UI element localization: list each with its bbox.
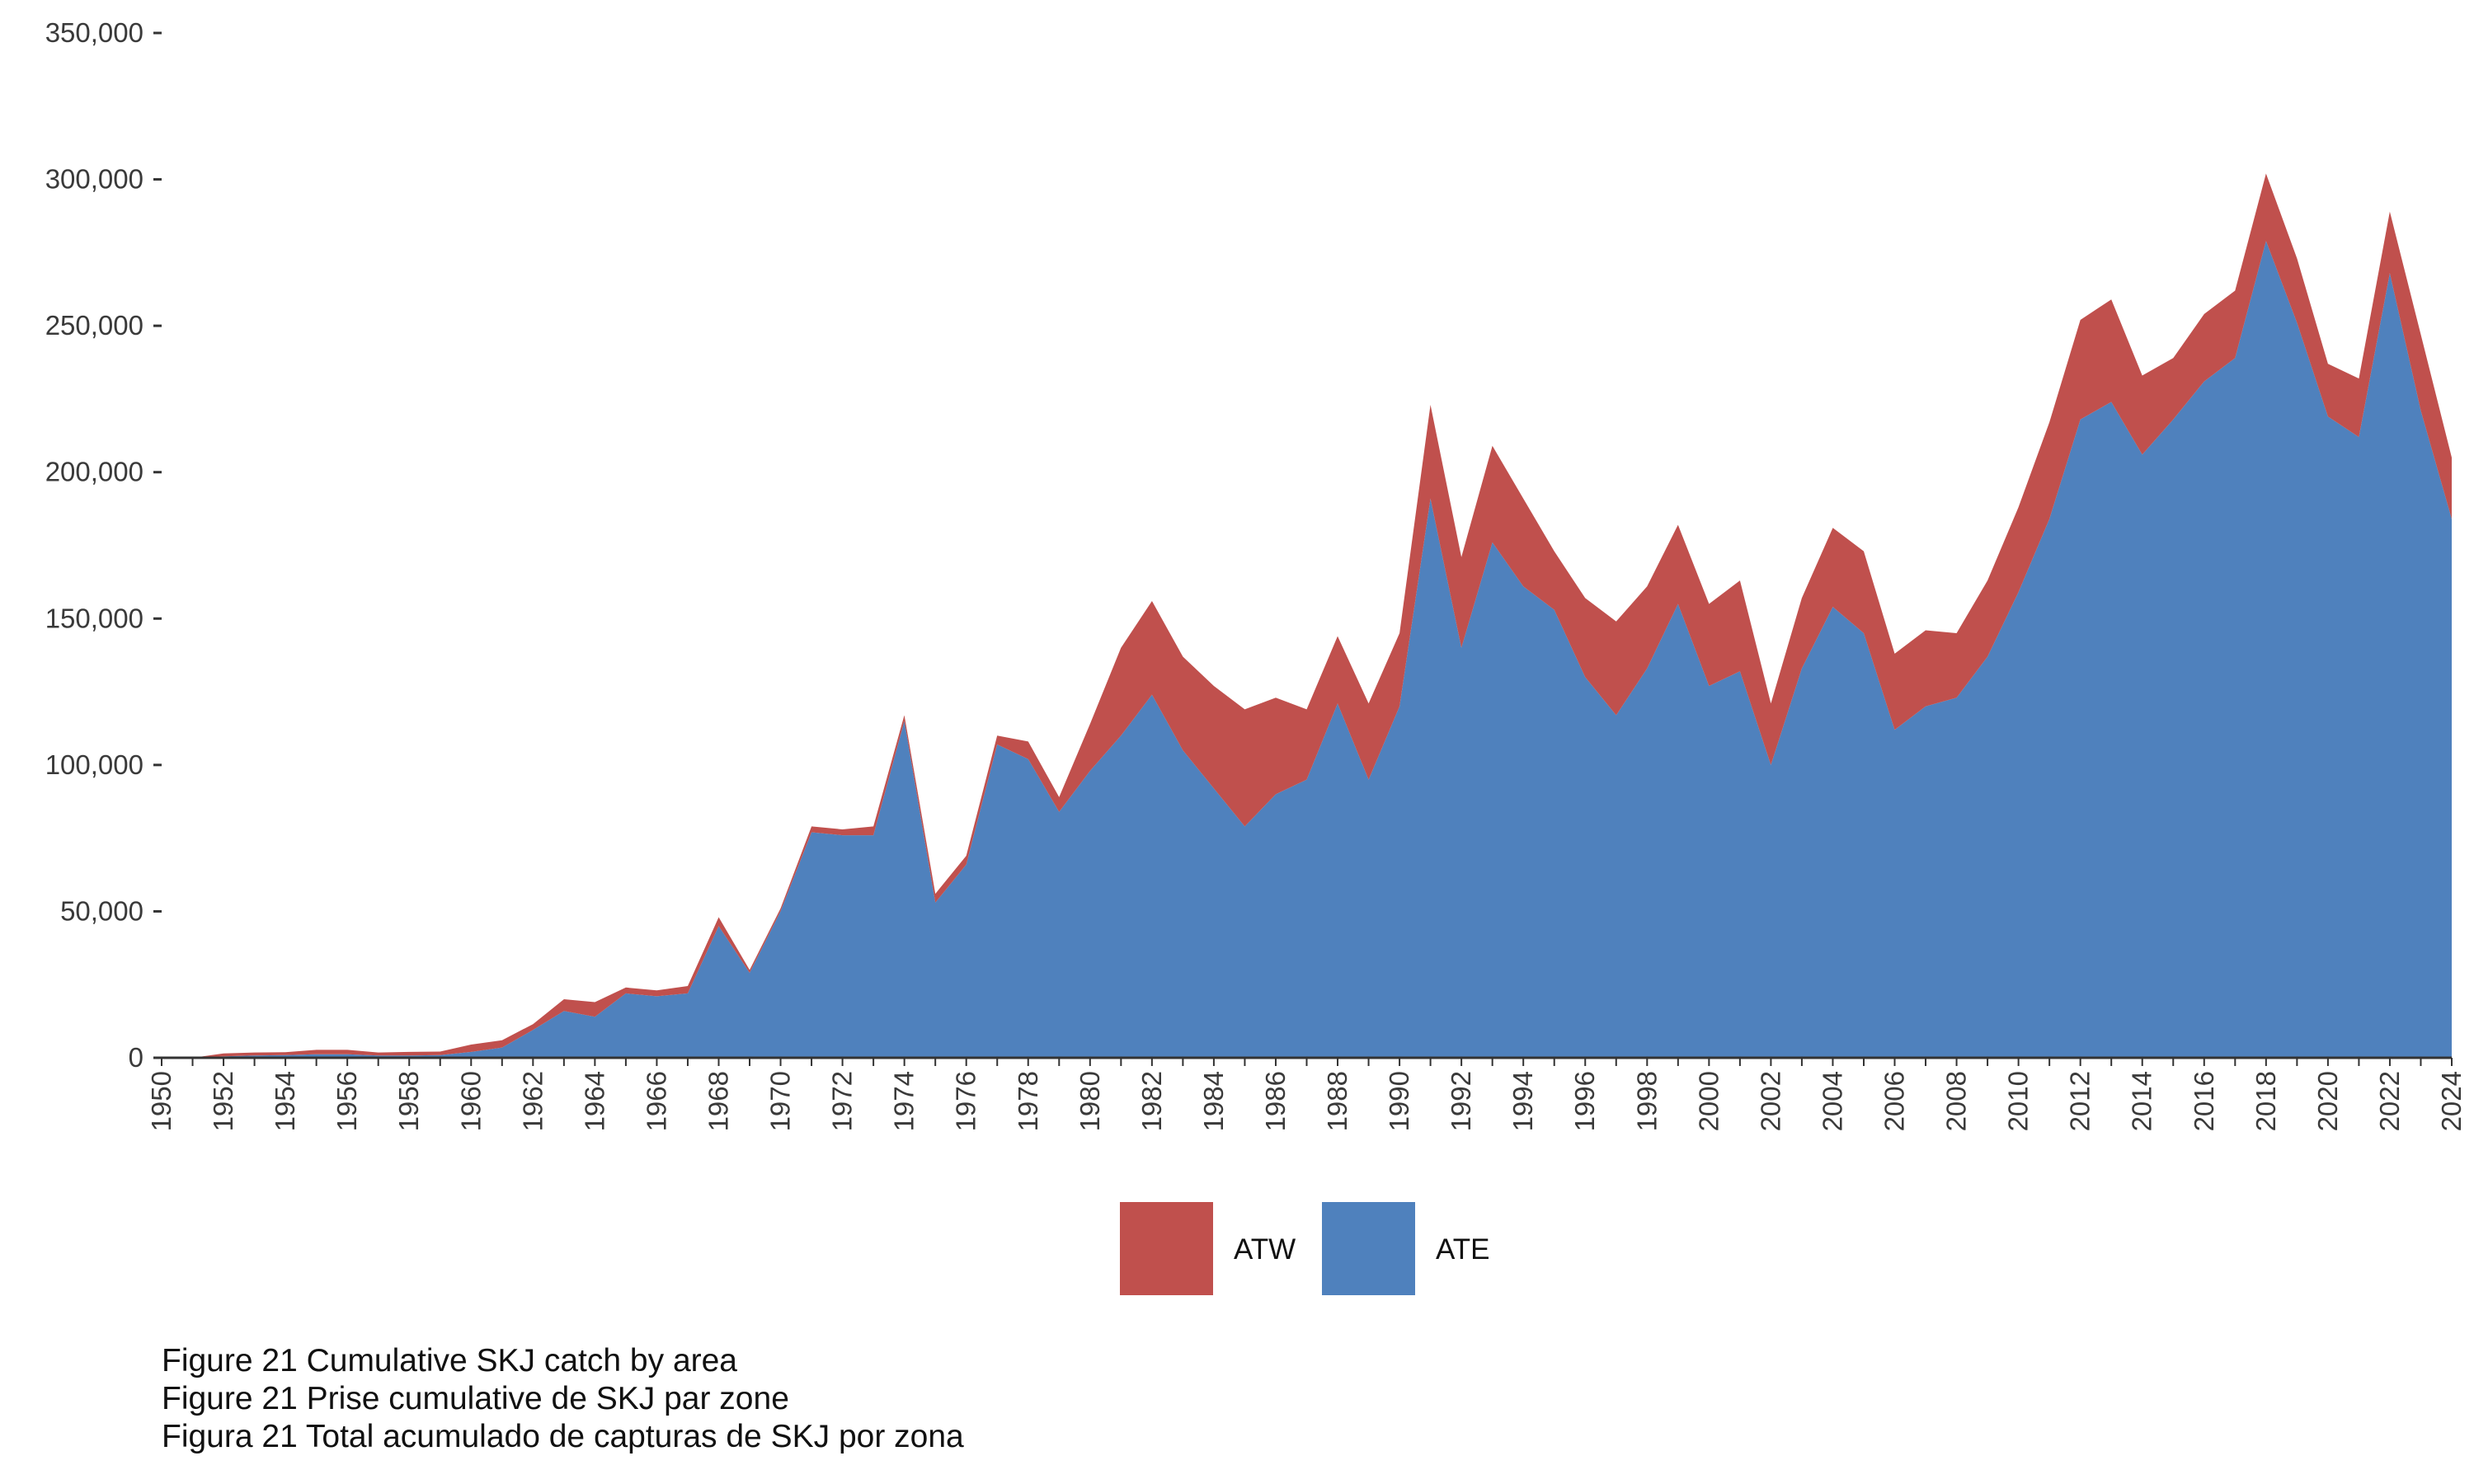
- x-tick-label: 1988: [1322, 1071, 1352, 1131]
- area-atw: [162, 173, 2452, 1058]
- figure-caption: Figure 21 Cumulative SKJ catch by area F…: [162, 1342, 964, 1456]
- x-tick-label: 2016: [2189, 1071, 2219, 1131]
- caption-line-spanish: Figura 21 Total acumulado de capturas de…: [162, 1419, 964, 1454]
- y-tick-label: 350,000: [45, 17, 143, 48]
- y-tick-label: 200,000: [45, 457, 143, 487]
- x-tick-label: 2006: [1879, 1071, 1910, 1131]
- x-tick-label: 1996: [1569, 1071, 1600, 1131]
- y-axis: 0 50,000 100,000 150,000 200,000 250,000 300,0…: [45, 17, 162, 1073]
- caption-line-english: Figure 21 Cumulative SKJ catch by area: [162, 1343, 738, 1378]
- y-tick-label: 250,000: [45, 310, 143, 340]
- legend-label-atw: ATW: [1234, 1233, 1296, 1266]
- x-tick-label: 1966: [641, 1071, 671, 1131]
- x-tick-label: 1974: [889, 1071, 920, 1131]
- x-tick-label: 1992: [1446, 1071, 1476, 1131]
- x-tick-label: 1962: [517, 1071, 548, 1131]
- x-tick-label: 1964: [579, 1071, 609, 1131]
- x-tick-label: 1976: [951, 1071, 981, 1131]
- x-tick-label: 2002: [1755, 1071, 1785, 1131]
- x-tick-label: 2014: [2127, 1071, 2157, 1131]
- x-tick-label: 1970: [765, 1071, 796, 1131]
- x-tick-label: 1960: [455, 1071, 486, 1131]
- legend: ATW ATE: [1120, 1202, 1489, 1295]
- x-tick-label: 2012: [2065, 1071, 2095, 1131]
- y-tick-label: 150,000: [45, 603, 143, 633]
- legend-label-ate: ATE: [1436, 1233, 1489, 1266]
- x-tick-label: 2008: [1941, 1071, 1972, 1131]
- x-tick-label: 1982: [1136, 1071, 1167, 1131]
- x-tick-label: 1978: [1013, 1071, 1043, 1131]
- x-tick-label: 1958: [393, 1071, 424, 1131]
- y-tick-label: 300,000: [45, 164, 143, 195]
- y-tick-label: 50,000: [60, 895, 143, 926]
- legend-swatch-ate: [1322, 1202, 1415, 1295]
- x-tick-label: 1950: [146, 1071, 176, 1131]
- caption-line-french: Figure 21 Prise cumulative de SKJ par zo…: [162, 1381, 789, 1416]
- x-tick-label: 1986: [1260, 1071, 1291, 1131]
- area-ate: [162, 241, 2452, 1058]
- x-tick-label: 2020: [2312, 1071, 2343, 1131]
- y-tick-label: 100,000: [45, 749, 143, 780]
- x-tick-label: 1994: [1507, 1071, 1538, 1131]
- x-tick-label: 2022: [2374, 1071, 2405, 1131]
- x-tick-label: 1954: [270, 1071, 300, 1131]
- x-tick-label: 1990: [1384, 1071, 1414, 1131]
- x-tick-label: 1998: [1631, 1071, 1662, 1131]
- x-tick-label: 2018: [2251, 1071, 2281, 1131]
- area-series-group: [162, 173, 2452, 1058]
- x-tick-label: 1968: [703, 1071, 734, 1131]
- x-tick-label: 2024: [2436, 1071, 2467, 1131]
- legend-swatch-atw: [1120, 1202, 1213, 1295]
- x-tick-label: 1956: [332, 1071, 362, 1131]
- x-tick-label: 1980: [1075, 1071, 1105, 1131]
- x-tick-label: 1984: [1198, 1071, 1229, 1131]
- x-tick-label: 1952: [208, 1071, 238, 1131]
- x-tick-label: 2000: [1693, 1071, 1724, 1131]
- x-axis: 1950 1952 1954 1956 1958 1960 1962 1964 1966 1968…: [146, 1056, 2467, 1131]
- y-tick-label: 0: [129, 1042, 143, 1073]
- x-tick-label: 2004: [1818, 1071, 1848, 1131]
- x-tick-label: 1972: [827, 1071, 858, 1131]
- x-tick-label: 2010: [2003, 1071, 2034, 1131]
